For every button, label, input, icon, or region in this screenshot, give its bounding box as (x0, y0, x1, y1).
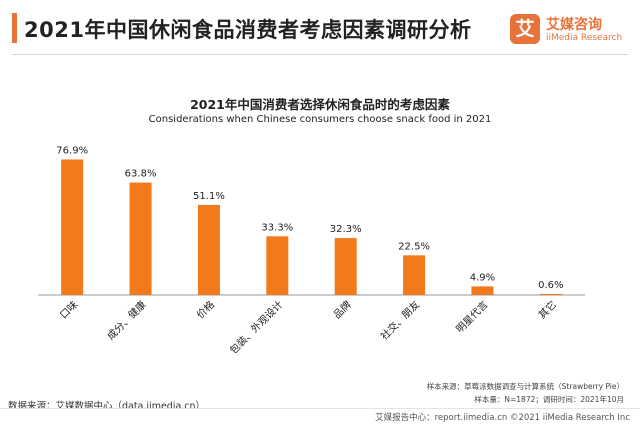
bar-value-label: 63.8% (125, 169, 157, 180)
brand-logo: 艾 艾媒咨询 iiMedia Research (510, 12, 628, 48)
bar-value-label: 0.6% (538, 280, 563, 291)
sample-source-note: 样本来源：草莓派数据调查与计算系统（Strawberry Pie） (426, 382, 624, 391)
category-tick-label: 价格 (194, 298, 217, 321)
bar (334, 238, 357, 295)
bar-value-label: 33.3% (261, 222, 293, 233)
header-divider (12, 54, 628, 55)
category-tick-label: 成分、健康 (104, 298, 149, 343)
chart-title: 2021年中国消费者选择休闲食品时的考虑因素 (190, 97, 450, 112)
logo-name-en: iiMedia Research (546, 33, 623, 43)
bar-value-label: 4.9% (470, 272, 495, 283)
bar (197, 204, 220, 295)
category-tick-label: 其它 (536, 298, 559, 321)
bar (266, 236, 289, 295)
bar (539, 293, 562, 295)
chart-subtitle: Considerations when Chinese consumers ch… (148, 114, 492, 125)
category-tick-label: 口味 (58, 299, 81, 322)
bar (61, 159, 84, 295)
category-tick-label: 明星代言 (453, 298, 490, 335)
report-center-note: 艾媒报告中心：report.iimedia.cn ©2021 iiMedia R… (375, 413, 630, 423)
header-accent-bar (12, 13, 17, 43)
page-title: 2021年中国休闲食品消费者考虑因素调研分析 (24, 18, 472, 42)
sample-info-note: 样本量：N=1872；调研时间：2021年10月 (474, 395, 624, 404)
bar (471, 286, 494, 295)
data-source-note: 数据来源：艾媒数据中心（data.iimedia.cn） (8, 401, 206, 412)
category-tick-label: 包装、外观设计 (227, 298, 286, 357)
logo-mark-icon: 艾 (510, 14, 540, 44)
category-tick-label: 品牌 (330, 298, 353, 321)
logo-name-cn: 艾媒咨询 (546, 17, 602, 33)
category-tick-label: 社交、朋友 (378, 298, 423, 343)
bar-value-label: 22.5% (398, 241, 430, 252)
bar-value-label: 76.9% (56, 145, 88, 156)
bar (129, 182, 152, 295)
bar (403, 255, 426, 295)
bar-value-label: 32.3% (330, 224, 362, 235)
bar-value-label: 51.1% (193, 191, 225, 202)
footer-bar (0, 408, 640, 427)
